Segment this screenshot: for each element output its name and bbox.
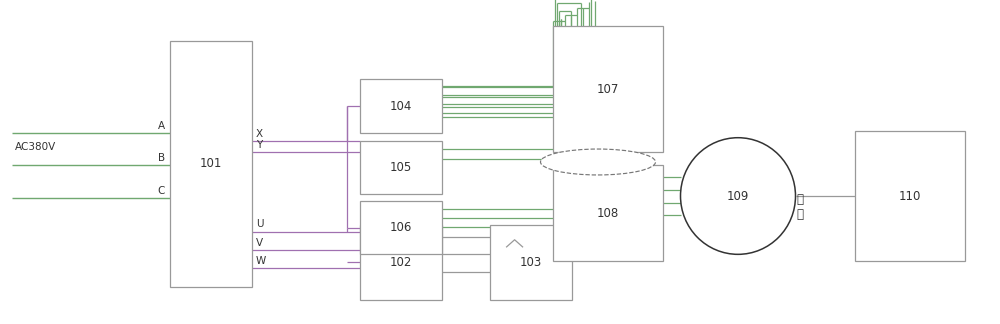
Text: C: C <box>158 186 165 196</box>
Text: 110: 110 <box>899 190 921 202</box>
Ellipse shape <box>540 149 656 175</box>
Bar <box>855 131 965 261</box>
Text: AC380V: AC380V <box>15 142 56 152</box>
Text: 104: 104 <box>390 99 412 113</box>
Bar <box>360 201 442 254</box>
Text: Y: Y <box>256 140 262 150</box>
Ellipse shape <box>680 138 796 254</box>
Bar <box>360 225 442 300</box>
Text: X: X <box>256 129 263 139</box>
Text: 106: 106 <box>390 221 412 234</box>
Text: 105: 105 <box>390 161 412 174</box>
Text: 103: 103 <box>520 256 542 269</box>
Text: 108: 108 <box>597 206 619 220</box>
Text: B: B <box>158 153 165 163</box>
Text: W: W <box>256 256 266 266</box>
Text: 101: 101 <box>200 157 222 170</box>
Bar <box>553 26 663 152</box>
Bar <box>490 225 572 300</box>
Text: 102: 102 <box>390 256 412 269</box>
Text: 直
驱: 直 驱 <box>796 193 804 221</box>
Bar <box>360 79 442 133</box>
Text: A: A <box>158 121 165 131</box>
Text: 107: 107 <box>597 83 619 96</box>
Bar <box>170 40 252 287</box>
Bar <box>360 141 442 194</box>
Bar <box>553 165 663 261</box>
Text: V: V <box>256 238 263 248</box>
Text: U: U <box>256 219 264 229</box>
Text: 109: 109 <box>727 190 749 202</box>
